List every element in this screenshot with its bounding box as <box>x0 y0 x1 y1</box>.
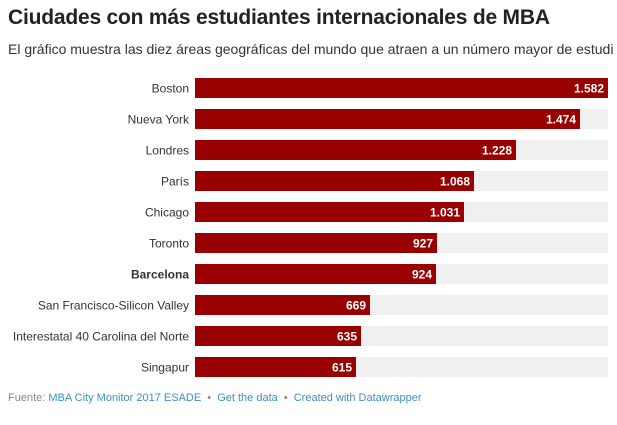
bar <box>195 171 474 191</box>
category-label: Interestatal 40 Carolina del Norte <box>13 330 189 344</box>
bar <box>195 326 361 346</box>
chart-title: Ciudades con más estudiantes internacion… <box>8 6 550 29</box>
bar <box>195 109 580 129</box>
bar <box>195 264 436 284</box>
value-label: 924 <box>412 268 432 282</box>
bar <box>195 140 516 160</box>
get-the-data-link[interactable]: Get the data <box>217 392 278 404</box>
source-link[interactable]: MBA City Monitor 2017 ESADE <box>48 392 202 404</box>
value-label: 615 <box>332 361 352 375</box>
chart-subtitle: El gráfico muestra las diez áreas geográ… <box>8 41 613 57</box>
category-label: Boston <box>152 82 189 96</box>
value-label: 1.582 <box>574 82 604 96</box>
bar <box>195 233 437 253</box>
category-label: París <box>161 175 189 189</box>
value-label: 1.474 <box>546 113 576 127</box>
bar <box>195 357 356 377</box>
chart-footer: Fuente: MBA City Monitor 2017 ESADE • Ge… <box>8 392 422 404</box>
bar <box>195 78 608 98</box>
footer-separator: • <box>283 392 288 404</box>
value-label: 1.031 <box>430 206 460 220</box>
category-label: Londres <box>146 144 189 158</box>
category-label: Toronto <box>149 237 189 251</box>
bar <box>195 295 370 315</box>
value-label: 669 <box>346 299 366 313</box>
category-label: Barcelona <box>131 268 189 282</box>
bar <box>195 202 464 222</box>
bar-chart: Boston 1.582 Nueva York 1.474 Londres 1.228 Pa… <box>13 78 608 377</box>
value-label: 1.068 <box>440 175 470 189</box>
datawrapper-credit-link[interactable]: Created with Datawrapper <box>293 392 422 404</box>
source-label: Fuente: <box>8 392 46 404</box>
value-label: 927 <box>413 237 433 251</box>
footer-separator: • <box>207 392 212 404</box>
category-label: San Francisco-Silicon Valley <box>38 299 189 313</box>
value-label: 635 <box>337 330 357 344</box>
category-label: Nueva York <box>128 113 190 127</box>
category-label: Singapur <box>141 361 189 375</box>
category-label: Chicago <box>145 206 189 220</box>
value-label: 1.228 <box>482 144 512 158</box>
